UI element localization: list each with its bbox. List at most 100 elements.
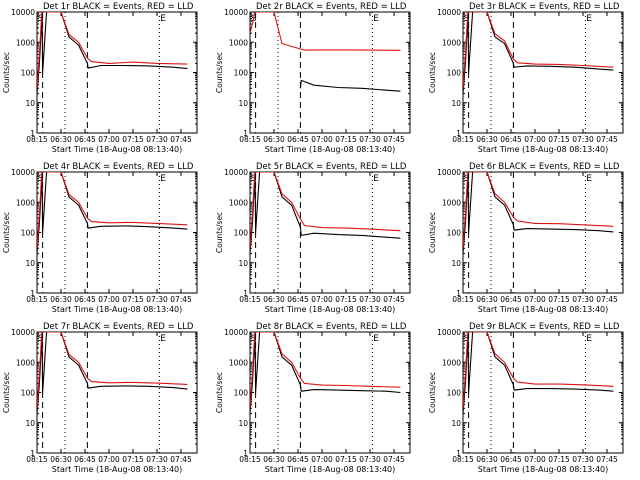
y-tick-label: 1000 — [16, 198, 35, 207]
x-tick-label: 06:45 — [74, 135, 96, 144]
x-axis-label: Start Time (18-Aug-08 08:13:40) — [52, 465, 183, 474]
y-axis-label: Counts/sec — [428, 212, 437, 253]
x-tick-label: 07:15 — [548, 135, 570, 144]
x-tick-label: 06:30 — [50, 455, 72, 464]
marker-label: E — [160, 174, 166, 184]
series-events-line — [463, 332, 614, 414]
x-tick-label: 06:30 — [50, 295, 72, 304]
x-tick-label: 07:30 — [146, 455, 168, 464]
y-tick-label: 1000 — [16, 358, 35, 367]
series-lld-line — [250, 172, 401, 249]
y-tick-label: 1 — [243, 129, 248, 138]
y-tick-label: 10 — [238, 99, 248, 108]
x-axis-label: Start Time (18-Aug-08 08:13:40) — [265, 145, 396, 154]
y-tick-label: 1 — [243, 449, 248, 458]
y-axis-label: Counts/sec — [2, 372, 11, 413]
marker-label: E — [373, 334, 379, 344]
x-tick-label: 06:45 — [74, 455, 96, 464]
y-tick-label: 100 — [21, 389, 36, 398]
marker-label: S — [464, 334, 470, 344]
x-tick-label: 07:30 — [359, 455, 381, 464]
panel-title: Det 3r BLACK = Events, RED = LLD — [469, 2, 620, 12]
x-tick-label: 07:00 — [98, 455, 120, 464]
series-events-line — [299, 79, 401, 92]
x-tick-label: 07:15 — [122, 295, 144, 304]
plot-frame — [36, 331, 198, 454]
x-tick-label: 07:30 — [572, 135, 594, 144]
panel-det-9: Det 9r BLACK = Events, RED = LLD 1 10 100 10… — [428, 322, 624, 474]
x-tick-label: 08:15 — [452, 295, 474, 304]
plot-frame — [462, 171, 624, 294]
panel-det-8: Det 8r BLACK = Events, RED = LLD 1 10 100 10… — [215, 322, 411, 474]
y-axis-label: Counts/sec — [428, 372, 437, 413]
x-tick-label: 08:15 — [26, 455, 48, 464]
y-tick-label: 10000 — [224, 8, 248, 17]
x-tick-label: 07:45 — [383, 295, 405, 304]
x-tick-label: 07:45 — [383, 455, 405, 464]
x-tick-label: 07:00 — [311, 135, 333, 144]
panel-det-7: Det 7r BLACK = Events, RED = LLD 1 10 100 10… — [2, 322, 198, 474]
x-tick-label: 06:45 — [287, 135, 309, 144]
y-tick-label: 10 — [451, 99, 461, 108]
y-axis-label: Counts/sec — [2, 52, 11, 93]
x-tick-label: 07:30 — [572, 455, 594, 464]
x-axis-label: Start Time (18-Aug-08 08:13:40) — [265, 465, 396, 474]
marker-label: S — [38, 174, 44, 184]
y-tick-label: 100 — [234, 69, 249, 78]
panel-det-2: Det 2r BLACK = Events, RED = LLD 1 10 100 10… — [215, 2, 411, 154]
x-tick-label: 07:15 — [122, 455, 144, 464]
y-tick-label: 1000 — [442, 198, 461, 207]
series-lld-line — [37, 12, 188, 89]
x-tick-label: 06:45 — [500, 295, 522, 304]
series-lld-line — [37, 332, 188, 409]
marker-label: S — [251, 334, 257, 344]
x-tick-label: 07:30 — [359, 295, 381, 304]
series-lld-line — [250, 332, 401, 409]
y-tick-label: 10000 — [11, 328, 35, 337]
panel-title: Det 8r BLACK = Events, RED = LLD — [256, 322, 407, 332]
y-tick-label: 10 — [238, 259, 248, 268]
panel-det-4: Det 4r BLACK = Events, RED = LLD 1 10 100 10… — [2, 162, 198, 314]
x-tick-label: 07:00 — [98, 135, 120, 144]
y-tick-label: 1 — [30, 289, 35, 298]
panel-det-3: Det 3r BLACK = Events, RED = LLD 1 10 100 10… — [428, 2, 624, 154]
x-tick-label: 06:30 — [263, 455, 285, 464]
series-lld-line — [463, 12, 614, 89]
marker-label: E — [160, 14, 166, 24]
plot-frame — [462, 331, 624, 454]
y-tick-label: 10000 — [437, 328, 461, 337]
x-tick-label: 06:30 — [263, 295, 285, 304]
x-tick-label: 07:00 — [311, 295, 333, 304]
x-tick-label: 06:45 — [500, 455, 522, 464]
x-tick-label: 07:30 — [572, 295, 594, 304]
x-tick-label: 07:15 — [122, 135, 144, 144]
marker-label: S — [38, 334, 44, 344]
marker-label: S — [251, 174, 257, 184]
panel-det-6: Det 6r BLACK = Events, RED = LLD 1 10 100 10… — [428, 162, 624, 314]
panel-title: Det 5r BLACK = Events, RED = LLD — [256, 162, 407, 172]
y-tick-label: 1 — [30, 129, 35, 138]
marker-label: E — [373, 14, 379, 24]
panel-title: Det 9r BLACK = Events, RED = LLD — [469, 322, 620, 332]
y-tick-label: 100 — [447, 69, 462, 78]
x-tick-label: 08:15 — [452, 455, 474, 464]
y-tick-label: 10000 — [224, 168, 248, 177]
series-events-line — [463, 12, 614, 94]
series-lld-line — [463, 332, 614, 409]
marker-label: E — [586, 14, 592, 24]
series-events-line — [463, 172, 614, 254]
y-tick-label: 10000 — [437, 168, 461, 177]
x-tick-label: 08:15 — [26, 135, 48, 144]
x-tick-label: 08:15 — [239, 295, 261, 304]
y-tick-label: 10 — [25, 99, 35, 108]
x-tick-label: 07:45 — [170, 295, 192, 304]
x-tick-label: 07:15 — [548, 295, 570, 304]
x-tick-label: 08:15 — [239, 135, 261, 144]
x-tick-label: 06:30 — [476, 135, 498, 144]
x-tick-label: 07:30 — [359, 135, 381, 144]
x-tick-label: 06:45 — [287, 295, 309, 304]
y-tick-label: 10 — [238, 419, 248, 428]
y-axis-label: Counts/sec — [215, 372, 224, 413]
y-tick-label: 100 — [447, 229, 462, 238]
